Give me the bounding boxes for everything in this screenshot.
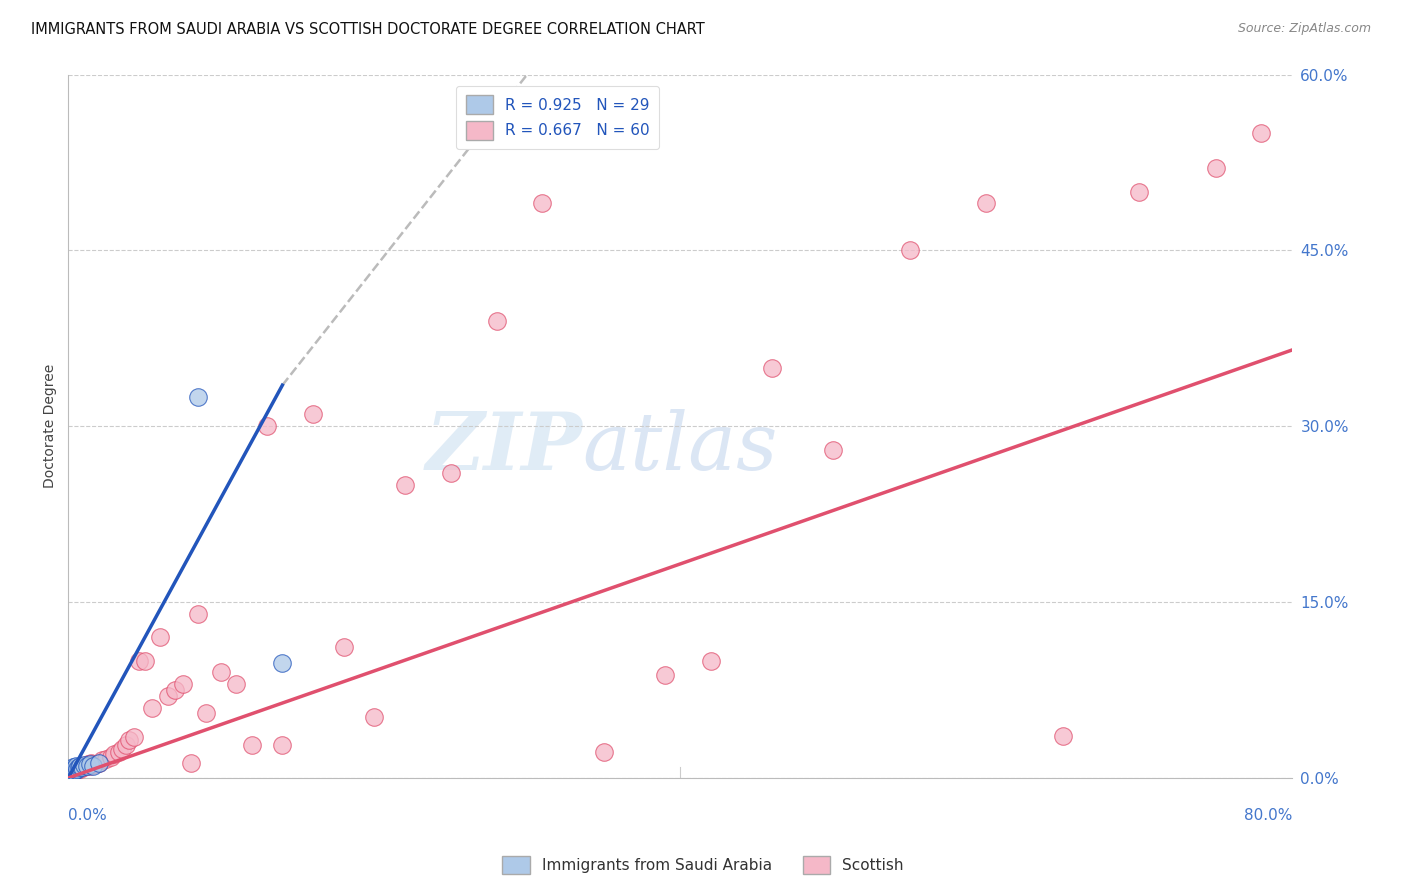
Point — [118, 733, 141, 747]
Legend: R = 0.925   N = 29, R = 0.667   N = 60: R = 0.925 N = 29, R = 0.667 N = 60 — [457, 86, 659, 149]
Point — [531, 196, 554, 211]
Text: Source: ZipAtlas.com: Source: ZipAtlas.com — [1237, 22, 1371, 36]
Point — [59, 765, 82, 780]
Point — [302, 408, 325, 422]
Point — [82, 756, 104, 771]
Point — [66, 763, 89, 777]
Point — [76, 758, 98, 772]
Point — [271, 656, 294, 670]
Point — [82, 759, 104, 773]
Point — [58, 766, 80, 780]
Point — [70, 760, 93, 774]
Point — [1250, 126, 1272, 140]
Point — [60, 764, 83, 778]
Text: 0.0%: 0.0% — [69, 808, 107, 823]
Point — [59, 764, 82, 778]
Point — [79, 759, 101, 773]
Legend: Immigrants from Saudi Arabia, Scottish: Immigrants from Saudi Arabia, Scottish — [496, 850, 910, 880]
Point — [59, 765, 82, 780]
Point — [122, 730, 145, 744]
Point — [111, 741, 134, 756]
Point — [58, 767, 80, 781]
Point — [59, 766, 82, 780]
Point — [156, 689, 179, 703]
Point — [271, 738, 294, 752]
Point — [225, 677, 247, 691]
Point — [172, 677, 194, 691]
Point — [69, 762, 91, 776]
Point — [79, 756, 101, 771]
Point — [1205, 161, 1227, 176]
Point — [96, 752, 118, 766]
Point — [974, 196, 997, 211]
Point — [115, 738, 138, 752]
Point — [761, 360, 783, 375]
Point — [72, 758, 94, 772]
Point — [90, 753, 112, 767]
Point — [65, 759, 87, 773]
Point — [100, 749, 122, 764]
Point — [209, 665, 232, 680]
Point — [66, 762, 89, 776]
Point — [149, 630, 172, 644]
Point — [65, 763, 87, 777]
Point — [63, 764, 86, 778]
Point — [60, 764, 83, 778]
Point — [73, 759, 96, 773]
Point — [363, 710, 385, 724]
Point — [165, 683, 187, 698]
Point — [654, 667, 676, 681]
Text: 80.0%: 80.0% — [1244, 808, 1292, 823]
Point — [65, 762, 87, 776]
Point — [187, 390, 209, 404]
Point — [256, 419, 278, 434]
Point — [67, 760, 90, 774]
Point — [59, 765, 82, 780]
Point — [62, 760, 84, 774]
Point — [240, 738, 263, 752]
Y-axis label: Doctorate Degree: Doctorate Degree — [44, 364, 58, 488]
Point — [332, 640, 354, 654]
Point — [72, 760, 94, 774]
Point — [440, 466, 463, 480]
Point — [699, 654, 721, 668]
Point — [63, 762, 86, 776]
Point — [62, 763, 84, 777]
Point — [80, 756, 103, 770]
Point — [63, 764, 86, 778]
Point — [67, 760, 90, 774]
Point — [1128, 185, 1150, 199]
Point — [134, 654, 156, 668]
Point — [1052, 729, 1074, 743]
Point — [62, 765, 84, 780]
Point — [194, 706, 217, 721]
Point — [187, 607, 209, 621]
Point — [62, 763, 84, 777]
Point — [128, 654, 150, 668]
Point — [60, 763, 83, 777]
Point — [141, 700, 163, 714]
Point — [69, 759, 91, 773]
Point — [394, 478, 416, 492]
Point — [70, 759, 93, 773]
Point — [76, 759, 98, 773]
Point — [107, 745, 129, 759]
Point — [180, 756, 202, 770]
Point — [77, 756, 100, 771]
Point — [60, 765, 83, 780]
Point — [59, 763, 82, 777]
Text: IMMIGRANTS FROM SAUDI ARABIA VS SCOTTISH DOCTORATE DEGREE CORRELATION CHART: IMMIGRANTS FROM SAUDI ARABIA VS SCOTTISH… — [31, 22, 704, 37]
Point — [87, 756, 110, 770]
Point — [485, 314, 508, 328]
Point — [60, 762, 83, 776]
Point — [87, 756, 110, 770]
Point — [103, 747, 125, 762]
Text: atlas: atlas — [582, 409, 778, 486]
Point — [823, 442, 845, 457]
Point — [592, 745, 614, 759]
Point — [898, 244, 921, 258]
Point — [84, 756, 107, 771]
Text: ZIP: ZIP — [426, 409, 582, 486]
